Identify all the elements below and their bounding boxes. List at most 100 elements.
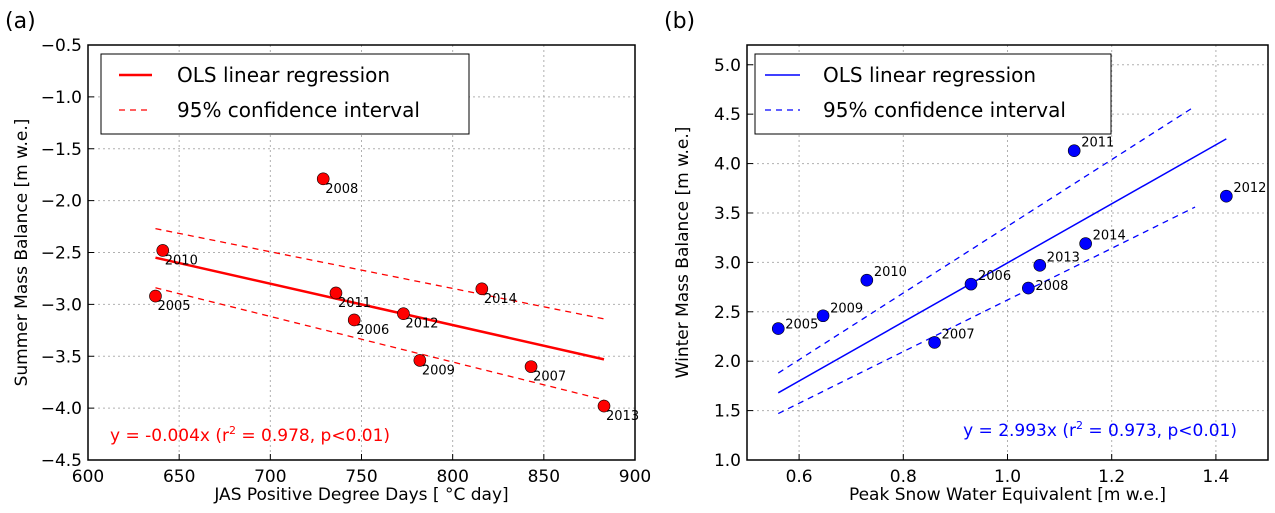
point-label: 2012 — [405, 317, 438, 332]
point-label: 2007 — [942, 327, 975, 342]
point-label: 2006 — [356, 323, 389, 338]
legend-label-ci-b: 95% confidence interval — [823, 98, 1066, 122]
x-axis-label-b: Peak Snow Water Equivalent [m w.e.] — [849, 485, 1166, 505]
point-label: 2014 — [484, 292, 517, 307]
y-axis-label-b: Winter Mass Balance [m w.e.] — [673, 127, 693, 379]
data-point — [1033, 259, 1047, 272]
x-axis-label-a: JAS Positive Degree Days [ °C day] — [213, 485, 508, 505]
point-label: 2009 — [830, 302, 863, 317]
x-tick-label: 900 — [619, 467, 651, 487]
data-point — [816, 309, 830, 323]
y-tick-label: −0.5 — [41, 36, 82, 56]
y-tick-label: 5.0 — [714, 56, 741, 76]
ci-lower-line — [155, 287, 605, 401]
x-tick-label: 800 — [436, 467, 468, 487]
legend-label-fit-b: OLS linear regression — [823, 63, 1036, 87]
y-ticks-b: 1.0 1.5 2.0 2.5 3.0 3.5 4.0 4.5 5.0 — [714, 56, 753, 471]
legend-b: OLS linear regression 95% confidence int… — [754, 53, 1112, 135]
data-point — [156, 244, 170, 257]
y-tick-label: 1.5 — [714, 402, 741, 422]
data-point — [397, 307, 410, 321]
x-tick-label: 1.4 — [1202, 467, 1229, 487]
point-label: 2008 — [1035, 279, 1068, 294]
y-ticks-a: −4.5 −4.0 −3.5 −3.0 −2.5 −2.0 −1.5 −1.0 −0.5 — [41, 36, 94, 471]
panel-b: (b) 2005 2009 2010 2007 2006 2008 2013 2011 2014… — [664, 9, 1269, 505]
data-point — [524, 360, 538, 373]
point-label: 2014 — [1093, 229, 1126, 244]
y-tick-label: −2.5 — [41, 244, 82, 264]
series-b: 2005 2009 2010 2007 2006 2008 2013 2011 2014 2012 — [771, 105, 1266, 415]
point-label: 2011 — [1081, 136, 1114, 151]
point-label: 2012 — [1233, 181, 1266, 196]
data-point — [329, 286, 343, 300]
equation-b: y = 2.993x (r2 = 0.973, p<0.01) — [963, 419, 1237, 441]
x-tick-label: 600 — [72, 467, 104, 487]
legend-a: OLS linear regression 95% confidence int… — [100, 53, 470, 135]
point-label: 2010 — [874, 265, 907, 280]
x-tick-label: 1.2 — [1098, 467, 1125, 487]
point-label: 2013 — [1047, 250, 1080, 265]
data-point — [597, 399, 611, 413]
legend-box-a — [100, 53, 470, 135]
x-tick-label: 850 — [528, 467, 560, 487]
ci-lower-line — [777, 206, 1196, 415]
y-tick-label: 1.0 — [714, 451, 741, 471]
y-tick-label: −4.5 — [41, 451, 82, 471]
legend-label-ci-a: 95% confidence interval — [177, 98, 420, 122]
x-tick-label: 0.6 — [786, 467, 813, 487]
point-label: 2007 — [533, 370, 566, 385]
point-label: 2011 — [338, 296, 371, 311]
regression-line — [155, 256, 605, 361]
point-label: 2013 — [606, 409, 639, 424]
data-point — [316, 172, 330, 186]
y-tick-label: −1.5 — [41, 140, 82, 160]
legend-box-b — [754, 53, 1112, 135]
data-point — [1079, 237, 1092, 250]
x-ticks-a: 600 650 700 750 800 850 900 — [72, 454, 651, 487]
x-tick-label: 0.8 — [890, 467, 917, 487]
data-point — [1022, 281, 1035, 295]
data-point — [928, 336, 941, 349]
y-tick-label: −2.0 — [41, 192, 82, 212]
point-label: 2005 — [157, 299, 190, 314]
panel-a: (a) 2005 2010 2008 2011 2006 2012 2009 2014 2007… — [5, 9, 651, 505]
point-label: 2006 — [978, 269, 1011, 284]
y-tick-label: −3.0 — [41, 295, 82, 315]
y-tick-label: 4.0 — [714, 155, 741, 175]
equation-a: y = -0.004x (r2 = 0.978, p<0.01) — [110, 424, 390, 446]
data-point — [860, 273, 874, 287]
y-tick-label: 4.5 — [714, 105, 741, 125]
point-label: 2009 — [422, 363, 455, 378]
data-point — [964, 277, 978, 291]
y-tick-label: 3.5 — [714, 204, 741, 224]
x-tick-label: 700 — [254, 467, 286, 487]
panel-label-b: (b) — [664, 9, 695, 34]
y-axis-label-a: Summer Mass Balance [m w.e.] — [12, 119, 32, 387]
y-tick-label: 3.0 — [714, 253, 741, 273]
panel-label-a: (a) — [5, 9, 36, 34]
legend-label-fit-a: OLS linear regression — [177, 63, 390, 87]
x-ticks-b: 0.6 0.8 1.0 1.2 1.4 — [786, 454, 1229, 487]
y-tick-label: −1.0 — [41, 88, 82, 108]
data-point — [1220, 189, 1233, 203]
y-tick-label: −4.0 — [41, 399, 82, 419]
regression-line — [777, 138, 1227, 394]
point-label: 2005 — [785, 318, 818, 333]
y-tick-label: 2.5 — [714, 303, 741, 323]
data-point — [771, 322, 785, 335]
x-tick-label: 1.0 — [994, 467, 1021, 487]
point-label: 2010 — [165, 253, 198, 268]
x-tick-label: 750 — [345, 467, 377, 487]
x-tick-label: 650 — [163, 467, 195, 487]
data-point — [347, 313, 361, 327]
data-point — [475, 282, 489, 296]
point-label: 2008 — [325, 182, 358, 197]
y-tick-label: −3.5 — [41, 347, 82, 367]
data-point — [149, 289, 162, 303]
y-tick-label: 2.0 — [714, 352, 741, 372]
series-a: 2005 2010 2008 2011 2006 2012 2009 2014 2007 2013 — [149, 172, 639, 424]
data-point — [1067, 144, 1081, 158]
ci-upper-line — [777, 105, 1196, 374]
data-point — [413, 354, 427, 367]
